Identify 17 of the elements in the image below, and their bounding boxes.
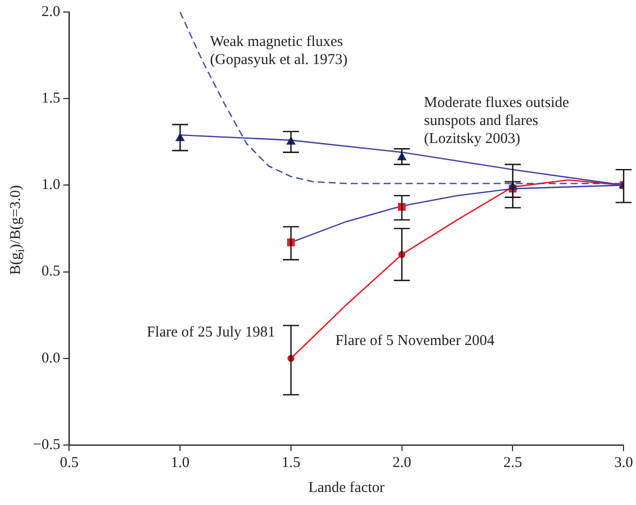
x-tick-label: 1.5 [282,454,300,471]
y-tick-label: 0.0 [41,350,60,366]
annotation: Flare of 25 July 1981 [146,324,276,340]
x-tick-label: 0.5 [60,454,79,471]
y-tick-label: 2.0 [41,4,60,20]
x-tick-label: 1.0 [170,454,190,471]
x-axis-title: Lande factor [308,480,385,496]
y-tick-label: 1.5 [41,90,60,107]
annotation: Moderate fluxes outside sunspots and flares (Lozitsky 2003) [424,94,570,147]
y-tick-label: −0.5 [32,436,60,453]
y-tick-label: 0.5 [41,264,60,280]
annotation: Flare of 5 November 2004 [335,333,495,350]
x-tick-label: 2.5 [503,454,522,471]
x-tick-label: 3.0 [614,454,633,471]
y-tick-label: 1.0 [41,177,60,194]
annotation: Weak magnetic fluxes (Gopasyuk et al. 1973) [210,34,348,68]
x-tick-label: 2.0 [392,454,412,471]
